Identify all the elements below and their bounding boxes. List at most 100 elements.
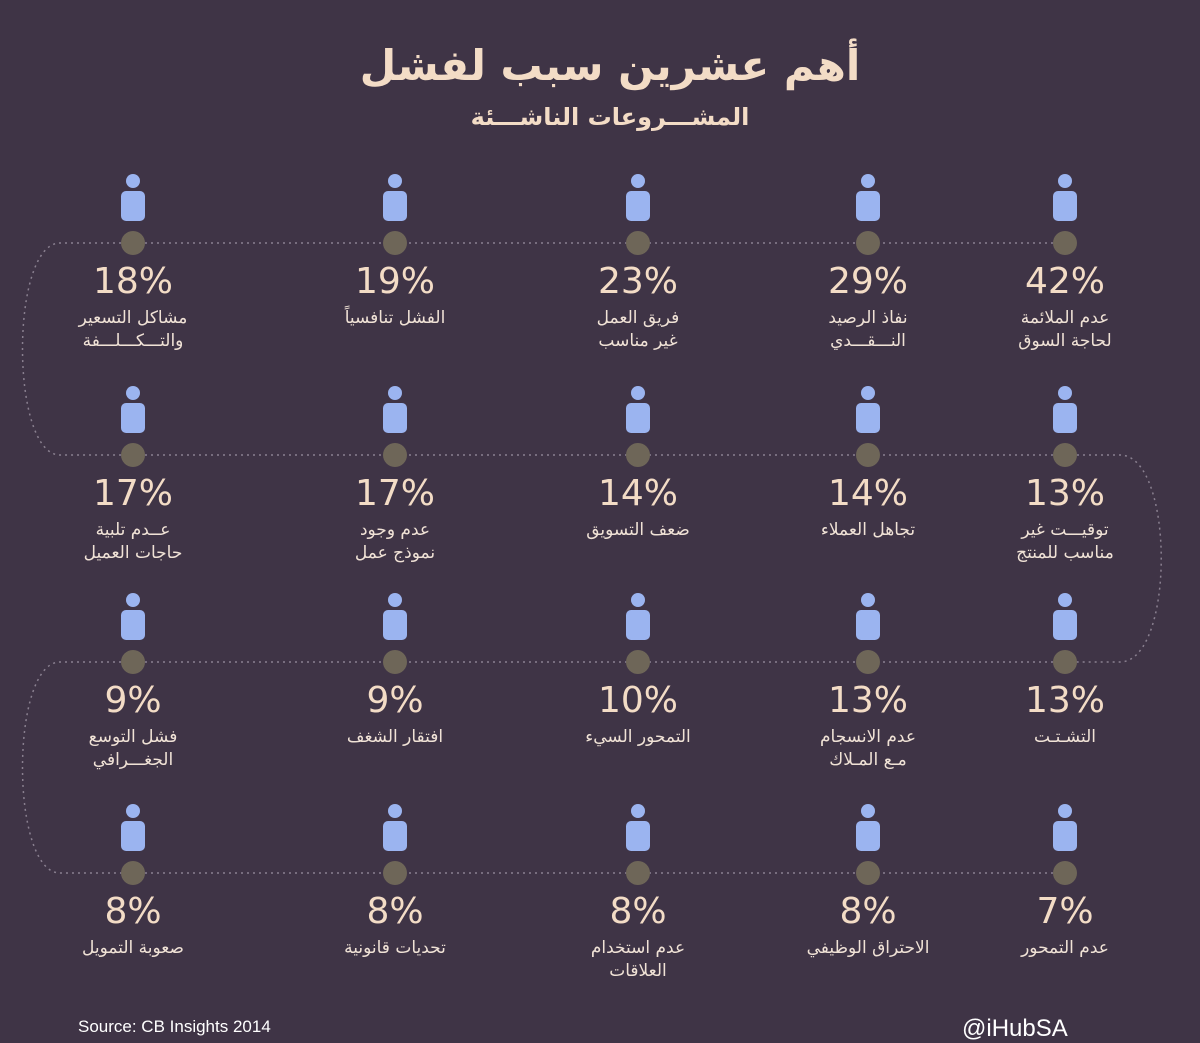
node-dot [383,231,407,255]
label: تجاهل العملاء [821,520,915,540]
item: 8% الاحتراق الوظيفي [807,804,930,958]
icon-head [631,593,645,607]
percent: 8% [609,891,666,932]
node-dot [121,861,145,885]
item: 18% مشاكل التسعير والتـــكـــلـــفة [78,174,188,351]
item: 29% نفاذ الرصيد النـــقـــدي [828,174,908,351]
icon-head [388,804,402,818]
icon-body [856,610,880,640]
icon-head [1058,386,1072,400]
node-dot [1053,861,1077,885]
percent: 19% [355,261,435,302]
percent: 17% [93,473,173,514]
item: 14% ضعف التسويق [586,386,690,540]
node-dot [856,443,880,467]
node-dot [626,443,650,467]
icon [121,593,145,640]
node-dot [383,861,407,885]
item: 10% التمحور السيء [585,593,691,747]
item: 23% فريق العمل غير مناسب [597,174,680,351]
icon-head [861,593,875,607]
icon-body [626,403,650,433]
icon [383,174,407,221]
icon-body [383,403,407,433]
icon-body [121,821,145,851]
label: فشل التوسع [89,727,178,747]
icon [121,174,145,221]
percent: 18% [93,261,173,302]
percent: 9% [104,680,161,721]
label: عدم استخدام [591,938,685,958]
label: الجغـــرافي [93,750,173,770]
item: 17% عــدم تلبية حاجات العميل [84,386,182,563]
node-dot [383,650,407,674]
label: الاحتراق الوظيفي [807,938,930,958]
label: عدم وجود [360,520,430,540]
percent: 7% [1036,891,1093,932]
icon-head [126,386,140,400]
percent: 9% [366,680,423,721]
item: 9% افتقار الشغف [347,593,443,747]
item: 17% عدم وجود نموذج عمل [355,386,435,563]
label: عدم الملائمة [1021,308,1110,328]
node-dot [121,650,145,674]
node-dot [1053,231,1077,255]
icon-head [1058,804,1072,818]
icon-head [388,386,402,400]
label: ضعف التسويق [586,520,690,540]
label: عــدم تلبية [96,520,171,540]
percent: 23% [598,261,678,302]
icon-body [1053,403,1077,433]
node-dot [121,443,145,467]
label: تحديات قانونية [344,938,446,958]
node-dot [856,650,880,674]
icon-head [631,804,645,818]
connector-path [21,242,1162,874]
icon [856,593,880,640]
icon [856,386,880,433]
item: 19%الفشل تنافسياً [344,174,445,328]
icon-body [1053,191,1077,221]
item: 13% التشـتـت [1025,593,1105,747]
icon [121,386,145,433]
icon-head [1058,593,1072,607]
percent: 13% [828,680,908,721]
label: مشاكل التسعير [78,308,188,328]
icon-body [383,610,407,640]
icon-body [626,191,650,221]
subtitle: المشـــروعات الناشـــئة [471,103,750,131]
icon [121,804,145,851]
node-dot [626,231,650,255]
percent: 8% [104,891,161,932]
icon [383,804,407,851]
icon-head [126,804,140,818]
icon [1053,804,1077,851]
icon [626,804,650,851]
icon-body [856,191,880,221]
label: نفاذ الرصيد [828,308,907,328]
percent: 13% [1025,473,1105,514]
label: صعوبة التمويل [82,938,184,958]
icon-head [631,386,645,400]
node-dot [383,443,407,467]
icon-head [126,593,140,607]
node-dot [856,231,880,255]
icon [626,593,650,640]
icon-body [383,821,407,851]
icon [1053,593,1077,640]
item: 8% تحديات قانونية [344,804,446,958]
label: فريق العمل [597,308,680,328]
icon-body [1053,610,1077,640]
node-dot [626,650,650,674]
label: التشـتـت [1034,727,1096,747]
icon-body [121,403,145,433]
icon-head [861,804,875,818]
icon [1053,174,1077,221]
node-dot [856,861,880,885]
percent: 14% [828,473,908,514]
label: والتـــكـــلـــفة [83,331,184,351]
title: أهم عشرين سبب لفشل [360,38,861,91]
icon [1053,386,1077,433]
label: الفشل تنافسياً [344,304,445,328]
label: التمحور السيء [585,727,690,747]
